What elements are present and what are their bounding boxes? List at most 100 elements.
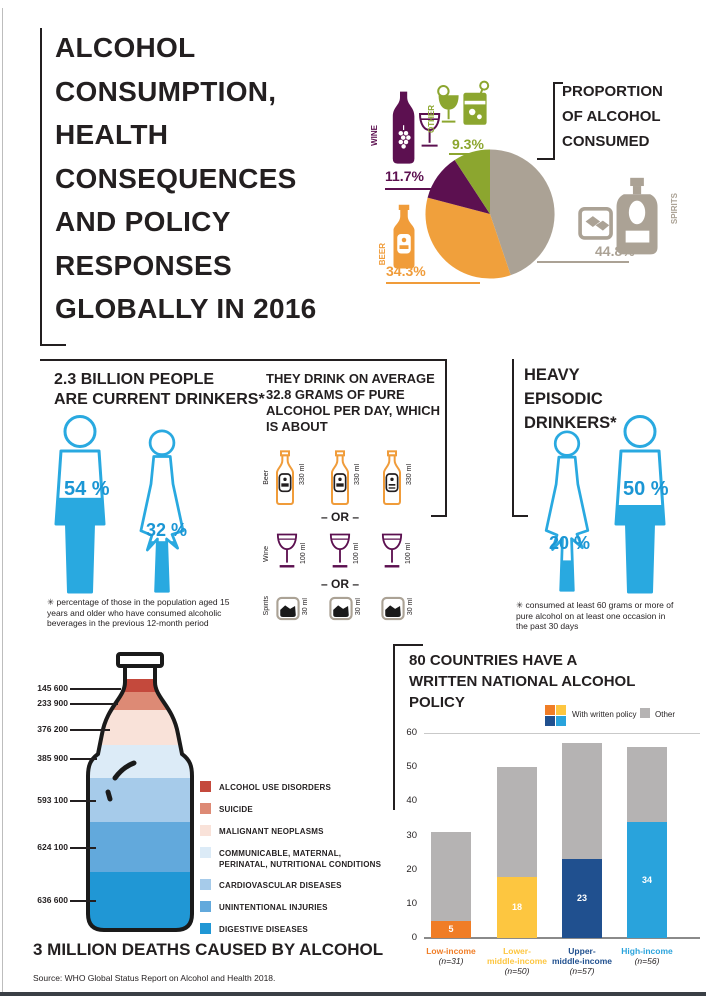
legend-label: UNINTENTIONAL INJURIES [219,903,328,912]
title-line: CONSUMPTION, [55,75,277,107]
pie-bracket-vertical [553,82,555,160]
beer-underline [386,282,480,284]
deaths-tick: 145 600 [37,683,68,693]
wine-glass-small-icon [276,533,298,568]
segment-cardiovascular [88,778,192,822]
current-drinkers-heading: 2.3 BILLION PEOPLE ARE CURRENT DRINKERS* [54,370,265,410]
legend-label: CARDIOVASCULAR DISEASES [219,881,342,890]
wine-glass-small-icon [381,533,403,568]
y-tick-label: 40 [406,795,417,806]
beer-pct: 34.3% [386,263,426,279]
alcohol-type-pie-chart [425,149,555,279]
spirits-volume-label: 30 ml [407,598,414,616]
beer-row-label: Beer [263,470,270,485]
legend-label-line: COMMUNICABLE, MATERNAL, [219,849,342,858]
legend-swatch [200,923,211,934]
wine-glass-small-icon [329,533,351,568]
y-tick-label: 30 [406,830,417,841]
bar-upper-middle-income: 23 [562,743,602,938]
pie-heading-line: CONSUMED [562,133,650,150]
x-label-low-income: Low-income (n=31) [414,946,488,967]
heading-line: EPISODIC [524,390,603,408]
page-left-edge-line [2,8,3,992]
deaths-tick: 233 900 [37,698,68,708]
segment-alcohol-use-disorders [88,679,192,692]
legend-label: MALIGNANT NEOPLASMS [219,827,324,836]
deaths-tick: 376 200 [37,724,68,734]
pie-slice-spirits [490,149,555,276]
gridline-60 [424,733,700,734]
policy-legend-with-policy-label: With written policy [572,710,637,719]
pie-heading: PROPORTION OF ALCOHOL CONSUMED [562,79,663,154]
wine-volume-label: 100 ml [353,543,360,565]
other-slice-label: OTHER [427,105,436,133]
daily-consumption-heading: THEY DRINK ON AVERAGE 32.8 GRAMS OF PURE… [266,371,440,435]
spirits-glass-small-icon [329,596,353,621]
bar-value-label: 34 [641,875,652,885]
pie-heading-line: OF ALCOHOL [562,108,661,125]
bar-value-label: 23 [576,893,587,903]
policy-legend-swatch-yellow [556,705,566,715]
spirits-volume-label: 30 ml [302,598,309,616]
legend-label-line: PERINATAL, NUTRITIONAL CONDITIONS [219,859,382,869]
heading-line: 32.8 GRAMS OF PURE [266,387,405,402]
x-label-name: Low-income [426,946,476,956]
segment-suicide [88,692,192,710]
heading-line: THEY DRINK ON AVERAGE [266,371,435,386]
pie-slice-other [454,149,490,214]
beer-bottle-icon [393,204,415,269]
y-tick-label: 50 [406,761,417,772]
spirits-glass-small-icon [381,596,405,621]
title-line: HEALTH [55,119,169,150]
heading-line: 80 COUNTRIES HAVE A [409,652,578,669]
deaths-leader-line [70,688,121,690]
bar-segment-with-policy [497,877,537,938]
bar-low-income: 5 [431,832,471,938]
segment-unintentional-injuries [88,822,192,872]
male-heavy-pct: 50 % [623,478,669,500]
x-label-n: (n=56) [634,956,660,966]
x-label-n: (n=57) [569,966,595,976]
spirits-slice-label: SPIRITS [670,193,679,225]
page-title: ALCOHOL CONSUMPTION, HEALTH CONSEQUENCES… [55,26,317,331]
bar-segment-with-policy [431,921,471,938]
spirits-pct: 44.8% [595,243,635,259]
title-line: ALCOHOL [55,32,196,63]
y-tick-label: 10 [406,898,417,909]
beer-volume-label: 330 ml [299,464,306,486]
bar-high-income: 34 [627,747,667,938]
or-separator: – OR – [320,577,359,591]
policy-legend-other-label: Other [655,710,676,719]
deaths-caption: 3 MILLION DEATHS CAUSED BY ALCOHOL [33,940,384,959]
heading-line: ALCOHOL PER DAY, WHICH [266,403,441,418]
heading-line: WRITTEN NATIONAL ALCOHOL [409,673,636,690]
y-tick-label: 20 [406,864,417,875]
heading-line: IS ABOUT [266,419,328,434]
bar-segment-with-policy [627,822,667,938]
beer-slice-label: BEER [378,243,387,266]
pie-slice-beer [425,197,511,279]
policy-corner-horizontal [393,644,423,646]
deaths-leader-line [70,900,96,902]
wine-bottle-and-glass-icon [392,91,441,164]
y-tick-label: 0 [411,932,417,943]
policy-legend-swatch-darkblue [545,716,555,726]
heading-line: ARE CURRENT DRINKERS* [54,391,265,408]
x-label-name: Lower- [503,946,531,956]
female-current-pct: 32 % [146,520,188,540]
heavy-episodic-heading: HEAVY EPISODIC DRINKERS* [524,363,617,435]
wine-volume-label: 100 ml [405,543,412,565]
y-tick-label: 60 [406,727,417,738]
segment-communicable [88,745,192,778]
pie-bracket-top-tick [553,82,563,84]
x-label-upper-middle-income: Upper- middle-income (n=57) [545,946,619,977]
cocktail-glasses-icon [437,80,490,125]
legend-swatch [200,825,211,836]
legend-label: ALCOHOL USE DISORDERS [219,783,332,792]
male-current-pct: 54 % [64,478,110,500]
bar-segment-with-policy [562,859,602,938]
deaths-leader-line [70,729,110,731]
bar-value-label: 18 [511,902,522,912]
wine-pct: 11.7% [385,168,424,184]
